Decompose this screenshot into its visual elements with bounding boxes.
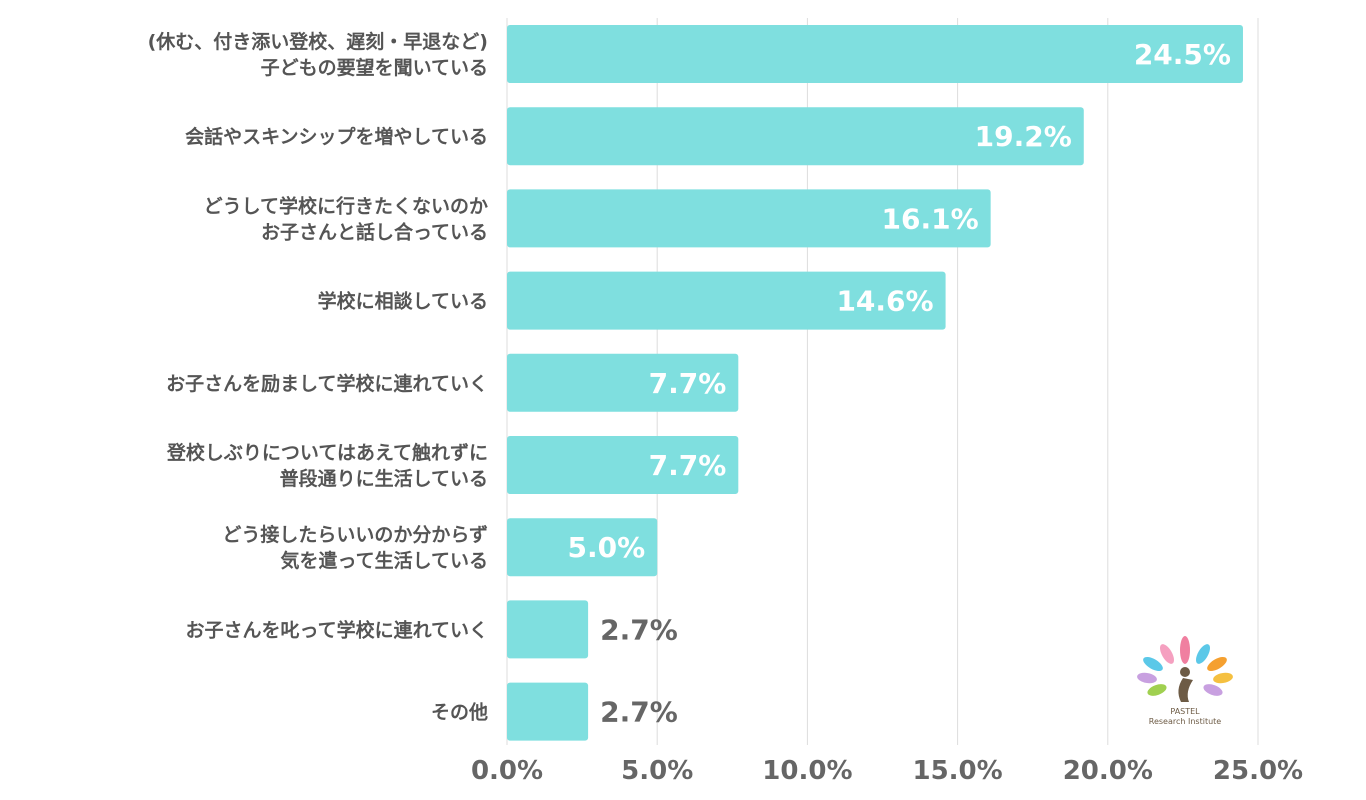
data-label: 16.1% (882, 202, 979, 235)
x-tick-label: 10.0% (762, 756, 852, 786)
logo-emblem-icon (1137, 636, 1233, 702)
category-label: (休む、付き添い登校、遅刻・早退など) (148, 30, 488, 53)
category-label: 学校に相談している (318, 290, 488, 313)
x-tick-label: 20.0% (1063, 756, 1153, 786)
logo-subtitle-text: Research Institute (1149, 717, 1222, 726)
category-labels: (休む、付き添い登校、遅刻・早退など) 子どもの要望を聞いている会話やスキンシップ… (148, 30, 488, 724)
bar (507, 189, 991, 248)
category-label: どうして学校に行きたくないのか (204, 194, 488, 217)
x-tick-label: 5.0% (621, 756, 693, 786)
category-label: 登校しぶりについてはあえて触れずに (166, 441, 488, 464)
category-label: 子どもの要望を聞いている (261, 56, 488, 79)
bar (507, 271, 946, 330)
data-label: 2.7% (600, 613, 678, 646)
data-label: 5.0% (568, 531, 646, 564)
bar (507, 682, 589, 741)
category-label: お子さんと話し合っている (261, 220, 488, 243)
x-axis-ticks: 0.0% 5.0% 10.0% 15.0% 20.0% 25.0% (471, 756, 1303, 786)
x-tick-label: 25.0% (1213, 756, 1303, 786)
category-label: お子さんを叱って学校に連れていく (186, 618, 488, 641)
data-label: 7.7% (649, 367, 727, 400)
category-label: 会話やスキンシップを増やしている (185, 125, 488, 148)
bars: 24.5% 19.2% 16.1% 14.6% 7.7% 7.7% 5.0% 2.7% 2.7% (507, 25, 1243, 741)
bar (507, 518, 658, 577)
category-label: お子さんを励まして学校に連れていく (166, 372, 488, 395)
bar (507, 436, 739, 494)
data-label: 24.5% (1134, 38, 1231, 71)
data-label: 7.7% (649, 449, 727, 482)
category-label: 気を遣って生活している (281, 549, 488, 572)
bar (507, 600, 589, 659)
category-label: 普段通りに生活している (280, 467, 488, 490)
logo-name-text: PASTEL (1170, 707, 1200, 716)
pastel-logo: PASTEL Research Institute (1137, 636, 1233, 726)
category-label: どう接したらいいのか分からず (222, 524, 488, 546)
bar (507, 353, 739, 412)
bar (507, 25, 1243, 83)
category-label: その他 (431, 701, 488, 724)
data-label: 19.2% (975, 120, 1072, 153)
data-label: 2.7% (600, 696, 678, 729)
x-tick-label: 15.0% (912, 756, 1002, 786)
x-tick-label: 0.0% (471, 756, 543, 786)
bar (507, 107, 1084, 166)
data-label: 14.6% (836, 285, 933, 318)
